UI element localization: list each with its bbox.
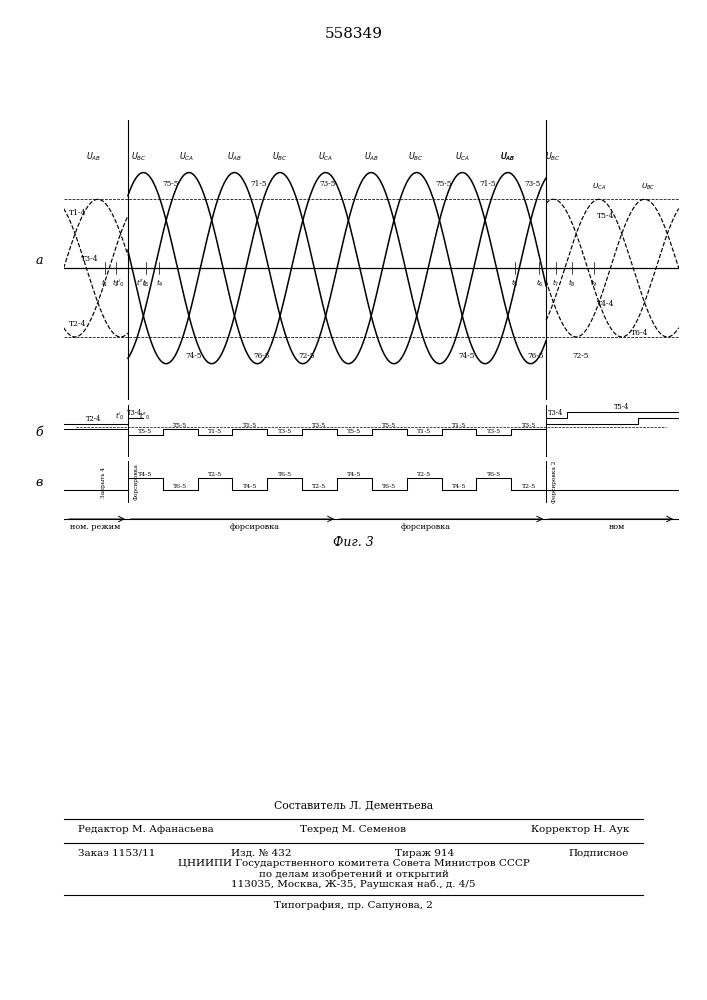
Text: T3-5: T3-5 [278,429,292,434]
Text: 76-5: 76-5 [254,352,270,360]
Text: $t_6$: $t_6$ [535,278,543,289]
Text: T5-5: T5-5 [347,429,361,434]
Text: Техред М. Семенов: Техред М. Семенов [300,826,407,834]
Text: T2-4: T2-4 [86,415,101,423]
Text: T3-5: T3-5 [486,429,501,434]
Text: T2-5: T2-5 [312,484,327,489]
Text: 76-5: 76-5 [527,352,544,360]
Text: Типография, пр. Сапунова, 2: Типография, пр. Сапунова, 2 [274,902,433,910]
Text: T2-5: T2-5 [417,472,431,477]
Text: T1-4: T1-4 [69,209,86,217]
Text: $U_{BC}$: $U_{BC}$ [131,151,146,163]
Text: Редактор М. Афанасьева: Редактор М. Афанасьева [78,826,214,834]
Text: T6-5: T6-5 [487,472,501,477]
Text: Корректор Н. Аук: Корректор Н. Аук [531,826,629,834]
Text: $U_{BC}$: $U_{BC}$ [409,151,424,163]
Text: Составитель Л. Дементьева: Составитель Л. Дементьева [274,800,433,810]
Text: Фиг. 3: Фиг. 3 [333,536,374,550]
Text: T3-5: T3-5 [522,423,536,428]
Text: T5-5: T5-5 [173,423,187,428]
Text: форсировка: форсировка [401,523,451,531]
Text: $U_{CA}$: $U_{CA}$ [179,151,194,163]
Text: $U_{BC}$: $U_{BC}$ [271,151,288,163]
Text: $U_{BC}$: $U_{BC}$ [641,181,656,192]
Text: 558349: 558349 [325,27,382,41]
Text: Запрыть 4: Запрыть 4 [101,466,106,498]
Text: T6-5: T6-5 [382,484,397,489]
Text: $U_{AB}$: $U_{AB}$ [86,151,101,163]
Text: T5-5: T5-5 [382,423,397,428]
Text: T5-4: T5-4 [597,212,614,220]
Text: T1-5: T1-5 [452,423,466,428]
Text: 75-5: 75-5 [162,180,178,188]
Text: T2-5: T2-5 [522,484,536,489]
Text: $t_1$: $t_1$ [101,278,108,289]
Text: 72-5: 72-5 [572,352,588,360]
Text: Тираж 914: Тираж 914 [395,848,454,857]
Text: $U_{CA}$: $U_{CA}$ [318,151,334,163]
Text: T4-5: T4-5 [243,484,257,489]
Text: T3-4: T3-4 [127,409,142,417]
Text: 113035, Москва, Ж-35, Раушская наб., д. 4/5: 113035, Москва, Ж-35, Раушская наб., д. … [231,879,476,889]
Text: по делам изобретений и открытий: по делам изобретений и открытий [259,869,448,879]
Text: $U_{AB}$: $U_{AB}$ [227,151,242,163]
Text: Подписное: Подписное [569,848,629,857]
Text: T1-5: T1-5 [417,429,431,434]
Text: $U_{AB}$: $U_{AB}$ [363,151,379,163]
Text: $t'_0$: $t'_0$ [115,411,124,422]
Text: 71-5: 71-5 [251,180,267,188]
Text: Изд. № 432: Изд. № 432 [231,848,292,857]
Text: $t_3$: $t_3$ [142,278,149,289]
Text: $t_4$: $t_4$ [156,278,163,289]
Text: Заказ 1153/11: Заказ 1153/11 [78,848,155,857]
Text: T6-4: T6-4 [631,329,648,337]
Text: a: a [35,253,42,266]
Text: T4-5: T4-5 [138,472,153,477]
Text: T3-4: T3-4 [548,409,563,417]
Text: T5-4: T5-4 [614,403,629,411]
Text: $t''_0$: $t''_0$ [139,411,150,422]
Text: T2-5: T2-5 [208,472,222,477]
Text: T4-5: T4-5 [452,484,466,489]
Text: T5-5: T5-5 [138,429,153,434]
Text: $U_{AB}$: $U_{AB}$ [501,151,515,163]
Text: $t_9$: $t_9$ [590,278,597,289]
Text: T4-4: T4-4 [597,300,614,308]
Text: форсировка: форсировка [230,523,280,531]
Text: T6-5: T6-5 [278,472,292,477]
Text: 75-5: 75-5 [436,180,452,188]
Text: ЦНИИПИ Государственного комитета Совета Министров СССР: ЦНИИПИ Государственного комитета Совета … [177,859,530,868]
Text: T1-5: T1-5 [243,423,257,428]
Text: ном. режим: ном. режим [70,523,120,531]
Text: 74-5: 74-5 [459,352,475,360]
Text: $t''_0$: $t''_0$ [136,278,147,289]
Text: T3-5: T3-5 [312,423,327,428]
Text: T1-5: T1-5 [208,429,222,434]
Text: Форсировка 2: Форсировка 2 [552,461,557,503]
Text: в: в [35,476,42,488]
Text: 73-5: 73-5 [320,180,336,188]
Text: ном: ном [609,523,626,531]
Text: $U_{AB}$: $U_{AB}$ [501,151,515,163]
Text: T4-5: T4-5 [347,472,361,477]
Text: 73-5: 73-5 [525,180,541,188]
Text: $t_5$: $t_5$ [511,278,518,289]
Text: $t_7$: $t_7$ [552,278,559,289]
Text: T2-4: T2-4 [69,320,86,328]
Text: $U_{BC}$: $U_{BC}$ [545,151,561,163]
Text: $t_2$: $t_2$ [112,278,119,289]
Text: 71-5: 71-5 [479,180,496,188]
Text: $t_8$: $t_8$ [568,278,576,289]
Text: 74-5: 74-5 [185,352,201,360]
Text: $U_{CA}$: $U_{CA}$ [455,151,470,163]
Text: б: б [35,426,42,438]
Text: T3-4: T3-4 [81,255,99,263]
Text: $U_{CA}$: $U_{CA}$ [592,181,607,192]
Text: $t'_0$: $t'_0$ [115,278,124,289]
Text: Форсировка: Форсировка [134,464,139,500]
Text: 72-5: 72-5 [299,352,315,360]
Text: T6-5: T6-5 [173,484,187,489]
